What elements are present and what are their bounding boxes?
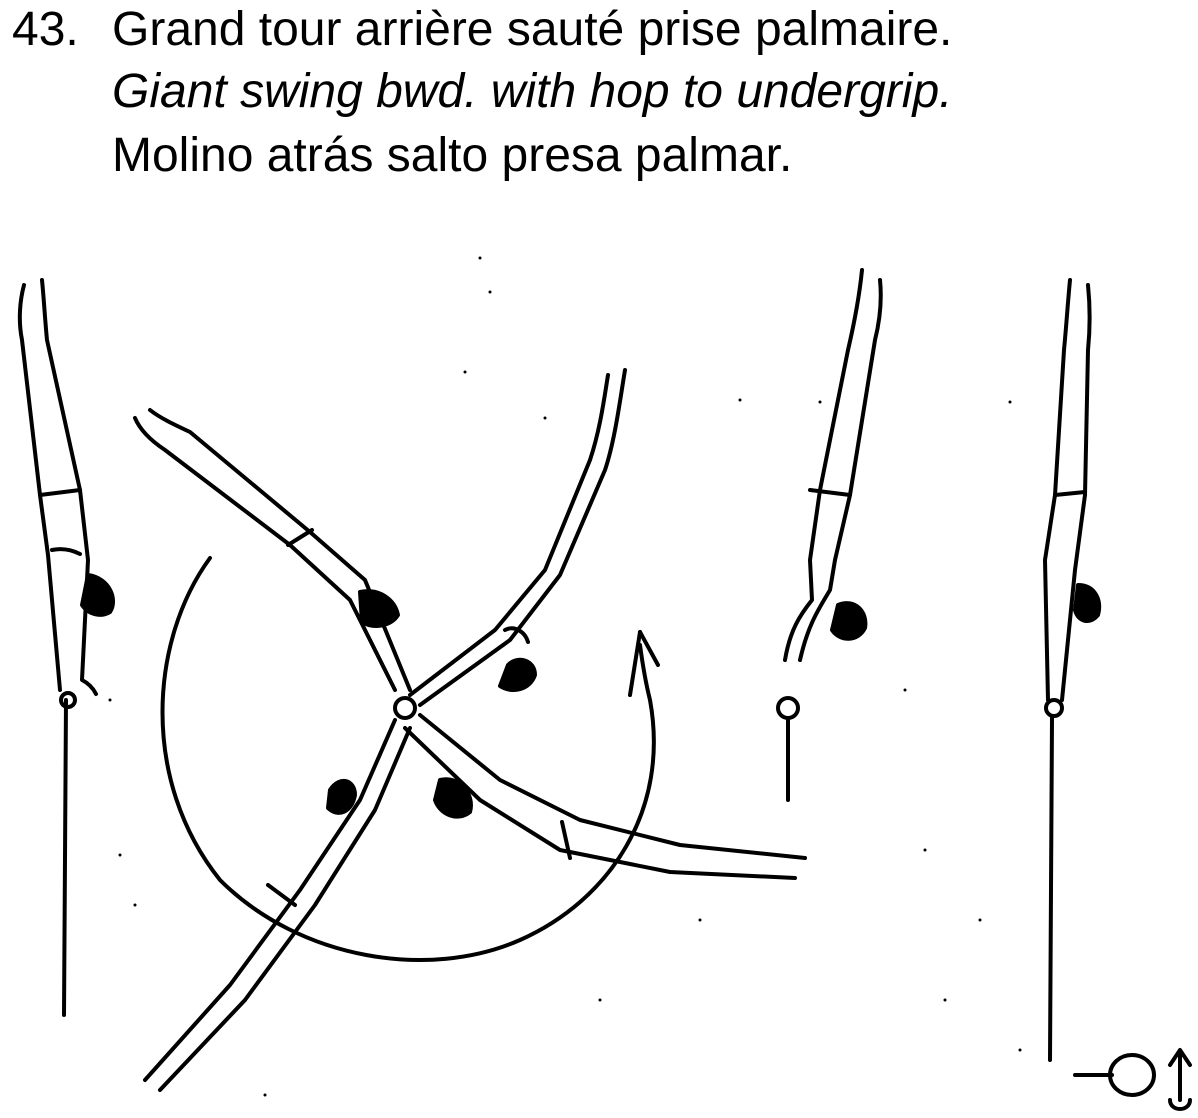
paper-speckles — [108, 256, 1022, 1097]
bar-grip-symbol — [1073, 1053, 1156, 1097]
element-caption: 43. Grand tour arrière sauté prise palma… — [0, 0, 1198, 200]
central-bar — [393, 696, 417, 720]
rotation-arrow — [160, 556, 660, 962]
gymnast-pose-1 — [17, 278, 116, 1017]
element-name-english: Giant swing bwd. with hop to undergrip. — [112, 65, 953, 118]
gymnast-pose-4 — [403, 713, 807, 880]
element-name-french: Grand tour arrière sauté prise palmaire. — [112, 3, 953, 56]
element-number: 43. — [12, 3, 79, 56]
element-name-spanish: Molino atrás salto presa palmar. — [112, 129, 793, 182]
gymnast-pose-2 — [133, 408, 412, 692]
gymnast-pose-5 — [143, 718, 412, 1092]
gymnast-pose-7 — [1043, 278, 1101, 1062]
gymnast-pose-6 — [776, 268, 883, 802]
gymnast-pose-3 — [408, 368, 627, 707]
upward-arrow-symbol — [1168, 1048, 1192, 1111]
